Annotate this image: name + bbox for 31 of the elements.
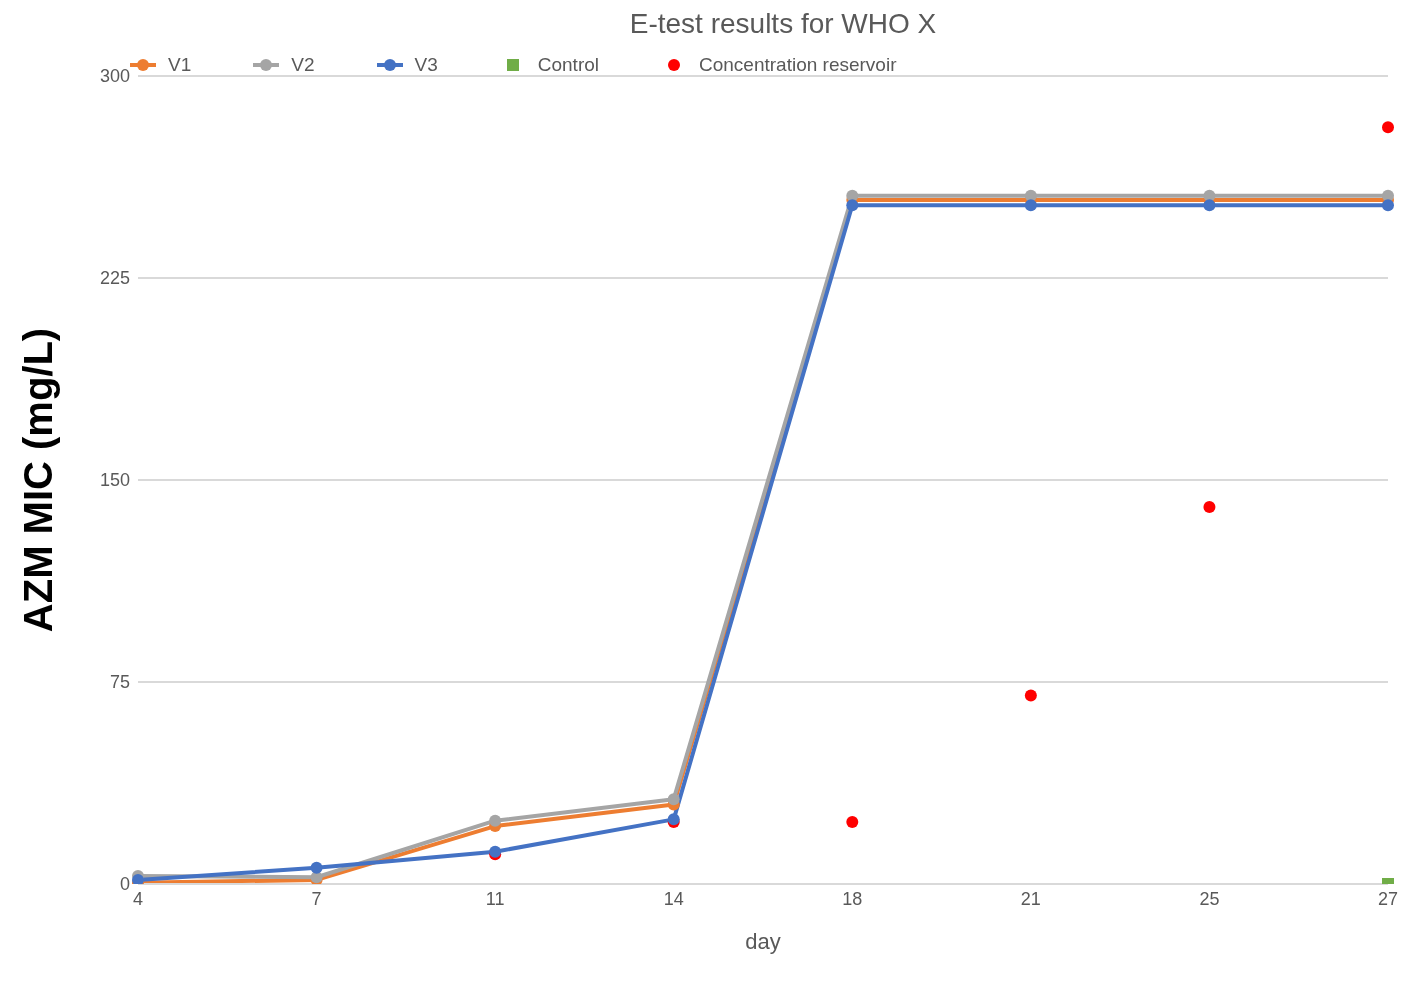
x-tick-label: 25 — [1199, 888, 1220, 909]
point — [489, 814, 502, 827]
x-tick-label: 14 — [663, 888, 684, 909]
chart-title: E-test results for WHO X — [628, 8, 938, 41]
x-axis-title: day — [745, 929, 781, 954]
y-tick-label: 75 — [109, 672, 130, 693]
x-tick-label: 4 — [132, 888, 144, 909]
y-tick-label: 0 — [119, 874, 130, 895]
point — [310, 861, 323, 874]
legend-label: Concentration reservoir — [698, 54, 897, 76]
point — [1382, 199, 1394, 212]
point — [1024, 199, 1037, 212]
y-tick-label: 150 — [99, 470, 130, 491]
point — [846, 816, 859, 829]
y-tick-label: 300 — [99, 66, 130, 87]
legend-label: V3 — [413, 54, 438, 76]
y-tick-label: 225 — [99, 268, 130, 289]
point — [1382, 121, 1394, 134]
point — [667, 793, 680, 806]
x-tick-label: 27 — [1377, 888, 1399, 909]
x-tick-label: 18 — [842, 888, 863, 909]
point — [1024, 689, 1037, 702]
point — [1203, 500, 1216, 513]
y-axis-title: AZM MIC (mg/L) — [16, 327, 61, 633]
legend-label: V2 — [290, 54, 315, 76]
x-tick-label: 7 — [311, 888, 322, 909]
x-tick-label: 21 — [1020, 888, 1041, 909]
legend-label: V1 — [168, 54, 192, 75]
legend-label: Control — [536, 54, 599, 76]
point — [1203, 199, 1216, 212]
x-tick-label: 11 — [485, 888, 505, 909]
